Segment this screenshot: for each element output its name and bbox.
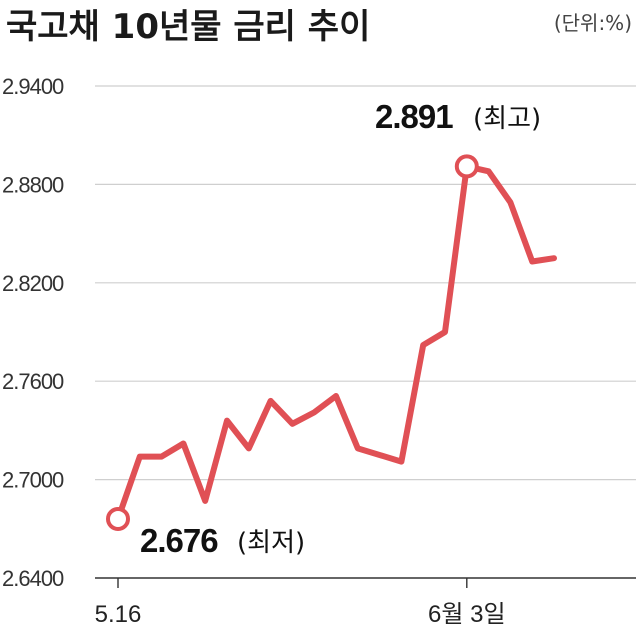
y-tick-label: 2.8800 bbox=[2, 172, 64, 197]
x-axis: 5.16 6월 3일 bbox=[95, 577, 636, 628]
y-axis-ticks: 2.9400 2.8800 2.8200 2.7600 2.7000 2.6400 bbox=[2, 74, 65, 591]
y-tick-label: 2.6400 bbox=[2, 566, 64, 591]
gridlines bbox=[95, 85, 636, 481]
chart-title: 국고채 10년물 금리 추이 bbox=[6, 7, 370, 47]
y-tick-label: 2.9400 bbox=[2, 74, 64, 99]
series-line bbox=[115, 163, 557, 522]
y-tick-label: 2.8200 bbox=[2, 271, 64, 296]
low-point-marker bbox=[106, 506, 130, 531]
high-value-label: 2.891 bbox=[375, 98, 453, 135]
series-layer bbox=[115, 163, 557, 522]
low-tag-label: (최저) bbox=[237, 528, 305, 558]
high-point-marker bbox=[454, 154, 479, 179]
x-tick-label: 5.16 bbox=[95, 601, 142, 628]
low-value-label: 2.676 bbox=[140, 522, 218, 559]
y-tick-label: 2.7600 bbox=[2, 369, 64, 394]
high-tag-label: (최고) bbox=[473, 104, 541, 134]
annotations: 2.676 (최저) 2.891 (최고) bbox=[106, 98, 541, 559]
x-tick-label: 6월 3일 bbox=[428, 601, 506, 628]
y-tick-label: 2.7000 bbox=[2, 468, 64, 493]
unit-label: (단위:%) bbox=[554, 11, 632, 35]
